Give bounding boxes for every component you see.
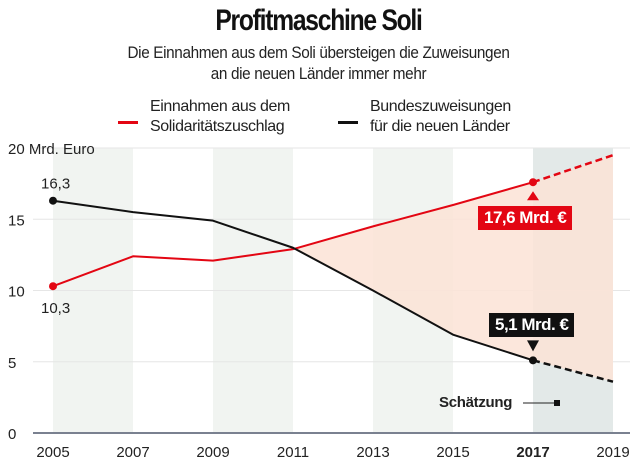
legend-label-soli-line1: Einnahmen aus dem	[150, 98, 290, 115]
callout-red-pointer	[527, 191, 539, 201]
legend-item-soli: Einnahmen aus dem Solidaritätszuschlag	[118, 97, 290, 137]
data-point-0-2005	[49, 282, 57, 291]
chart-title: Profitmaschine Soli	[215, 4, 423, 37]
callout-red-value: 17,6 Mrd. €	[478, 206, 573, 231]
x-tick-label-2015: 2015	[436, 444, 469, 461]
estimate-marker	[554, 400, 560, 406]
y-tick-label-15: 15	[8, 212, 25, 229]
legend-item-zuweisungen: Bundeszuweisungen für die neuen Länder	[338, 97, 511, 137]
y-tick-label-10: 10	[8, 284, 25, 301]
data-label-black-start: 16,3	[41, 176, 70, 193]
legend-label-soli: Einnahmen aus dem Solidaritätszuschlag	[150, 97, 290, 137]
series-estimate-line-0	[532, 153, 614, 184]
data-point-1-2017	[529, 356, 537, 365]
series-line-1	[52, 199, 534, 362]
series-estimate-line-1	[532, 359, 614, 383]
x-tick-label-2007: 2007	[116, 444, 149, 461]
data-point-0-2017	[529, 178, 537, 187]
callout-black-pointer	[527, 340, 539, 352]
series-line-0	[52, 181, 534, 288]
y-tick-label-5: 5	[8, 355, 16, 372]
legend-label-zuweisungen-line2: für die neuen Länder	[370, 118, 510, 135]
x-tick-label-2019: 2019	[596, 444, 629, 461]
legend-label-soli-line2: Solidaritätszuschlag	[150, 118, 285, 135]
chart-subtitle: Die Einnahmen aus dem Soli übersteigen d…	[32, 42, 605, 84]
x-tick-label-2009: 2009	[196, 444, 229, 461]
data-point-1-2005	[49, 196, 57, 205]
subtitle-line-2: an die neuen Länder immer mehr	[210, 64, 427, 83]
legend-label-zuweisungen: Bundeszuweisungen für die neuen Länder	[370, 97, 511, 137]
x-tick-label-2005: 2005	[36, 444, 69, 461]
y-tick-label-0: 0	[8, 426, 16, 443]
legend-swatch-black	[338, 120, 358, 124]
legend-swatch-red	[118, 120, 138, 124]
y-tick-label-20: 20 Mrd. Euro	[8, 141, 95, 158]
callout-black-value: 5,1 Mrd. €	[489, 313, 575, 338]
data-label-red-start: 10,3	[41, 300, 70, 317]
x-tick-label-2013: 2013	[356, 444, 389, 461]
x-tick-label-2017: 2017	[516, 444, 549, 461]
legend-label-zuweisungen-line1: Bundeszuweisungen	[370, 98, 511, 115]
subtitle-line-1: Die Einnahmen aus dem Soli übersteigen d…	[127, 43, 510, 62]
estimate-label: Schätzung	[439, 394, 513, 411]
x-tick-label-2011: 2011	[277, 444, 309, 461]
